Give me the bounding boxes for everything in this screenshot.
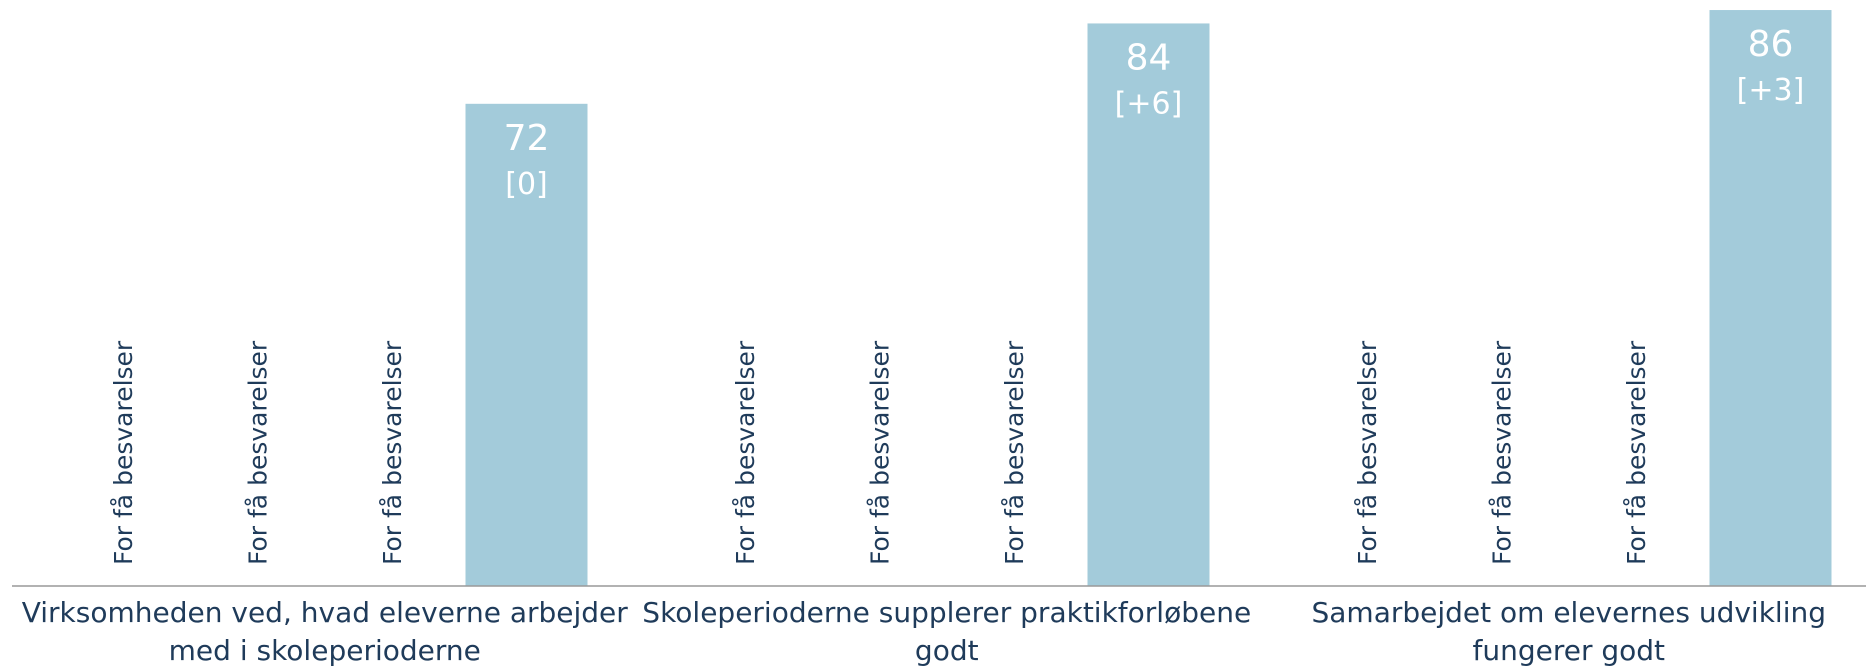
change-label: [+3]: [1737, 73, 1805, 108]
change-label: [0]: [505, 167, 548, 202]
no-data-label: For få besvarelser: [378, 340, 407, 565]
value-label: 84: [1126, 37, 1172, 78]
value-label: 72: [504, 118, 550, 159]
category-label: Virksomheden ved, hvad eleverne arbejder…: [21, 596, 628, 667]
no-data-label: For få besvarelser: [866, 340, 895, 565]
category-label: Skoleperioderne supplerer praktikforløbe…: [642, 596, 1252, 667]
no-data-label: For få besvarelser: [1622, 340, 1651, 565]
category-label: Samarbejdet om elevernes udvikling funge…: [1311, 596, 1826, 667]
no-data-label: For få besvarelser: [244, 340, 273, 565]
no-data-label: For få besvarelser: [109, 340, 138, 565]
no-data-label: For få besvarelser: [1353, 340, 1382, 565]
plot: For få besvarelser For få besvarelser For …: [12, 10, 1866, 587]
bar: [1709, 10, 1832, 586]
no-data-label: For få besvarelser: [1000, 340, 1029, 565]
value-label: 86: [1748, 24, 1794, 65]
no-data-label: For få besvarelser: [1488, 340, 1517, 565]
change-label: [+6]: [1115, 86, 1183, 121]
no-data-label: For få besvarelser: [731, 340, 760, 565]
bar: [465, 103, 588, 586]
bar: [1087, 23, 1210, 586]
